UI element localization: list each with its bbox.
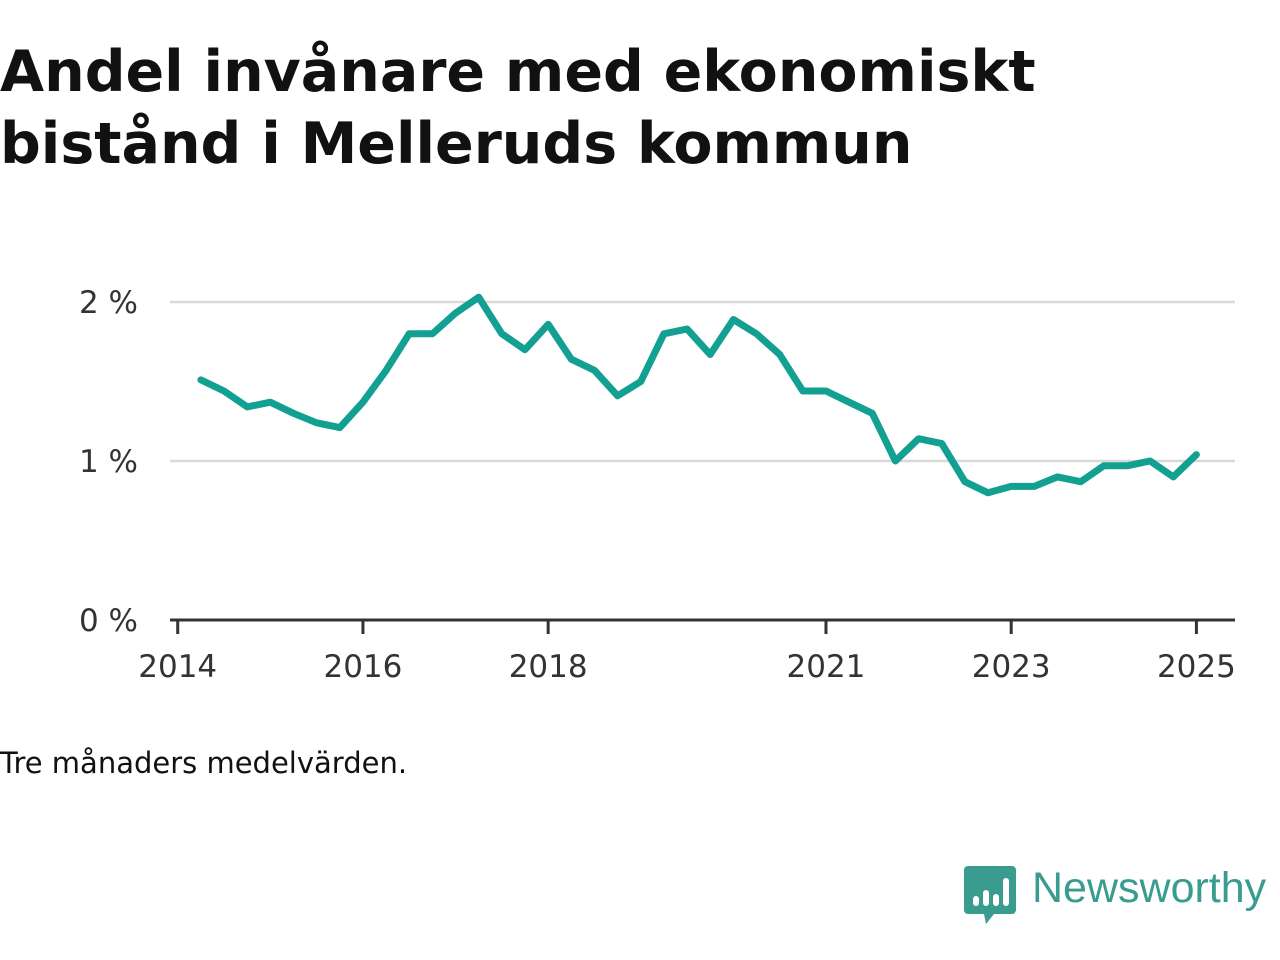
y-tick-label: 2 % bbox=[79, 285, 138, 321]
x-tick-label: 2021 bbox=[787, 649, 866, 685]
brand-name: Newsworthy bbox=[1032, 864, 1267, 912]
x-tick-label: 2014 bbox=[138, 649, 217, 685]
x-tick-label: 2018 bbox=[509, 649, 588, 685]
y-axis-labels: 0 % 1 % 2 % bbox=[79, 285, 138, 639]
chart-title: Andel invånare med ekonomiskt bistånd i … bbox=[0, 39, 1036, 177]
x-axis: 2014 2016 2018 2021 2023 2025 bbox=[138, 618, 1236, 685]
chart-note: Tre månaders medelvärden. bbox=[0, 746, 408, 780]
x-tick-label: 2016 bbox=[323, 649, 402, 685]
chart-bubble-icon bbox=[964, 866, 1016, 924]
gridlines bbox=[170, 300, 1235, 463]
y-tick-label: 0 % bbox=[79, 603, 138, 639]
x-tick-label: 2023 bbox=[972, 649, 1051, 685]
series-line bbox=[197, 293, 1200, 497]
y-tick-label: 1 % bbox=[79, 444, 138, 480]
x-tick-label: 2025 bbox=[1157, 649, 1236, 685]
brand-logo: Newsworthy bbox=[964, 862, 1280, 928]
